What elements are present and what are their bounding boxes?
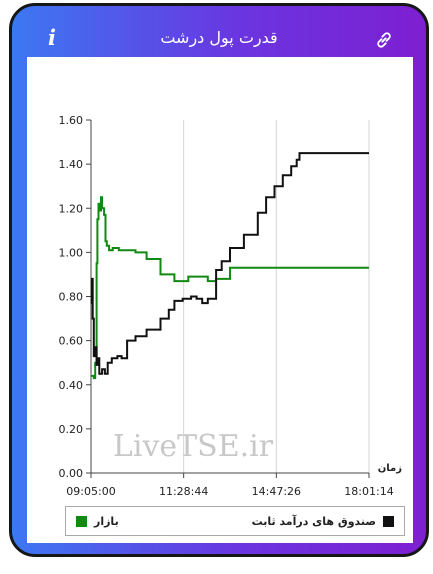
x-tick-label: 09:05:00 (66, 485, 115, 498)
chart-panel: LiveTSE.ir 0.00 0.20 0.40 0.60 0.80 1.00 1.20 1.… (27, 57, 413, 543)
info-icon[interactable]: i (48, 25, 56, 50)
y-tick-label: 1.20 (59, 202, 84, 215)
y-tick-label: 0.40 (59, 379, 84, 392)
line-chart: LiveTSE.ir 0.00 0.20 0.40 0.60 0.80 1.00 1.20 1.… (59, 114, 403, 498)
y-tick-label: 0.60 (59, 335, 84, 348)
x-axis-label: زمان (378, 463, 402, 474)
chart-legend: صندوق های درآمد ثابت بازار (65, 506, 405, 536)
legend-swatch-market (76, 515, 87, 527)
legend-swatch-fixed-income (383, 515, 394, 527)
y-tick-label: 1.60 (59, 114, 84, 127)
legend-label-fixed-income: صندوق های درآمد ثابت (251, 514, 376, 528)
series-line-market (91, 196, 369, 380)
x-tick-label: 18:01:14 (344, 485, 393, 498)
y-tick-label: 0.00 (59, 467, 84, 480)
x-tick-label: 14:47:26 (252, 485, 301, 498)
series-line-fixed-income (90, 152, 369, 375)
page-title: قدرت پول درشت (160, 28, 278, 47)
x-tick-label: 11:28:44 (159, 485, 208, 498)
y-tick-label: 0.20 (59, 423, 84, 436)
legend-item-market: بازار (76, 513, 119, 529)
link-icon[interactable] (374, 30, 394, 50)
legend-item-fixed-income: صندوق های درآمد ثابت (252, 513, 394, 529)
y-tick-label: 1.40 (59, 158, 84, 171)
legend-label-market: بازار (94, 514, 119, 528)
watermark: LiveTSE.ir (113, 429, 274, 464)
y-tick-label: 0.80 (59, 291, 84, 304)
y-tick-label: 1.00 (59, 246, 84, 259)
chart-card: i قدرت پول درشت LiveTSE.ir 0.00 0.20 0.40 0.… (9, 3, 429, 557)
